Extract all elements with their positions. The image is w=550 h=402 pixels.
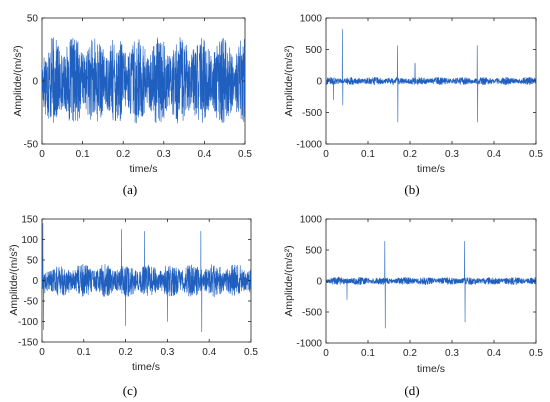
panel-a-caption: (a) <box>123 182 137 197</box>
panel-c-ytick-label: 50 <box>27 256 39 267</box>
panel-a-xtick-label: 0.4 <box>197 149 211 160</box>
panel-a-ytick-label: 0 <box>32 77 38 88</box>
panel-b-ytick-label: 0 <box>316 77 322 88</box>
panel-b-xlabel: time/s <box>417 163 445 175</box>
panel-c-ylabel: Amplitde/(m/s²) <box>8 244 20 315</box>
panel-c-xtick-label: 0.2 <box>119 347 133 358</box>
panel-d-ytick-label: -500 <box>302 308 322 319</box>
panel-b-ytick-label: -500 <box>302 108 322 119</box>
panel-d-caption: (d) <box>404 383 419 398</box>
panel-d-ytick-label: 0 <box>316 277 322 288</box>
panel-c-xtick-label: 0.5 <box>244 347 258 358</box>
panel-b-ytick-label: 1000 <box>300 14 323 25</box>
panel-d-xtick-label: 0.4 <box>487 348 501 359</box>
panel-b-ytick-label: -1000 <box>296 140 322 151</box>
panel-c-ytick-label: 100 <box>21 235 38 246</box>
panel-c-xtick-label: 0.3 <box>160 347 174 358</box>
panel-d-xtick-label: 0.3 <box>445 348 459 359</box>
panel-c-ytick-label: 150 <box>21 215 38 226</box>
panel-c-signal <box>41 222 252 333</box>
panel-d: 0 0.1 0.2 0.3 0.4 0.5 -1000 -500 0 500 1000 Amplit… <box>283 215 543 399</box>
panel-d-xtick-label: 0.2 <box>403 348 417 359</box>
panel-d-signal <box>325 241 537 329</box>
panel-a-xtick-label: 0 <box>39 149 45 160</box>
panel-a-xtick-label: 0.3 <box>157 149 171 160</box>
panel-b-signal <box>325 29 537 123</box>
panel-d-xtick-label: 0.5 <box>529 348 543 359</box>
panel-b-xtick-label: 0.5 <box>529 149 543 160</box>
panel-c-signal-line <box>41 222 252 333</box>
panel-c-xtick-label: 0.4 <box>202 347 216 358</box>
panel-d-xtick-label: 0.1 <box>361 348 375 359</box>
panel-d-xlabel: time/s <box>417 363 445 375</box>
panel-d-xtick-label: 0 <box>323 348 329 359</box>
panel-b-caption: (b) <box>404 182 419 197</box>
panel-b-ytick-label: 500 <box>305 45 322 56</box>
panel-a-ytick-label: 50 <box>27 14 39 25</box>
panel-b-ylabel: Amplitde/(m/s²) <box>283 45 295 116</box>
panel-c: 0 0.1 0.2 0.3 0.4 0.5 -150 -100 -50 0 50 100 150 Amp… <box>8 215 258 399</box>
panel-a-signal <box>41 37 246 124</box>
panel-a-signal-line <box>41 37 246 124</box>
panel-a-xlabel: time/s <box>129 163 157 175</box>
panel-d-signal-line <box>325 241 537 329</box>
panel-b-xtick-label: 0.3 <box>445 149 459 160</box>
panel-b-xtick-label: 0 <box>323 149 329 160</box>
panel-b: 0 0.1 0.2 0.3 0.4 0.5 -1000 -500 0 500 1000 Amplit… <box>283 14 543 198</box>
panel-a-xtick-label: 0.1 <box>76 149 90 160</box>
panel-b-xtick-label: 0.2 <box>403 149 417 160</box>
panel-b-signal-line <box>325 29 537 123</box>
panel-b-ticks: 0 0.1 0.2 0.3 0.4 0.5 -1000 -500 0 500 1000 <box>296 14 543 161</box>
panel-c-caption: (c) <box>123 383 137 398</box>
panel-c-ytick-label: -150 <box>18 338 38 349</box>
panel-c-ytick-label: -100 <box>18 317 38 328</box>
panel-c-xtick-label: 0 <box>39 347 45 358</box>
panel-c-xtick-label: 0.1 <box>77 347 91 358</box>
panel-d-ytick-label: -1000 <box>296 339 322 350</box>
panel-c-ticks: 0 0.1 0.2 0.3 0.4 0.5 -150 -100 -50 0 50 100 150 <box>18 215 258 359</box>
panel-c-xlabel: time/s <box>132 361 160 373</box>
panel-b-xtick-label: 0.4 <box>487 149 501 160</box>
panel-d-ytick-label: 1000 <box>300 215 323 226</box>
panel-a-xtick-label: 0.2 <box>116 149 130 160</box>
panel-d-ylabel: Amplitde/(m/s²) <box>283 245 295 316</box>
panel-d-ticks: 0 0.1 0.2 0.3 0.4 0.5 -1000 -500 0 500 1000 <box>296 215 543 360</box>
panel-b-xtick-label: 0.1 <box>361 149 375 160</box>
panel-c-ytick-label: -50 <box>24 297 39 308</box>
panel-c-ytick-label: 0 <box>32 276 38 287</box>
panel-a-ytick-label: -50 <box>24 140 39 151</box>
panel-d-ytick-label: 500 <box>305 246 322 257</box>
panel-a-xtick-label: 0.5 <box>238 149 252 160</box>
panel-a-ylabel: Amplitde/(m/s²) <box>12 45 24 116</box>
